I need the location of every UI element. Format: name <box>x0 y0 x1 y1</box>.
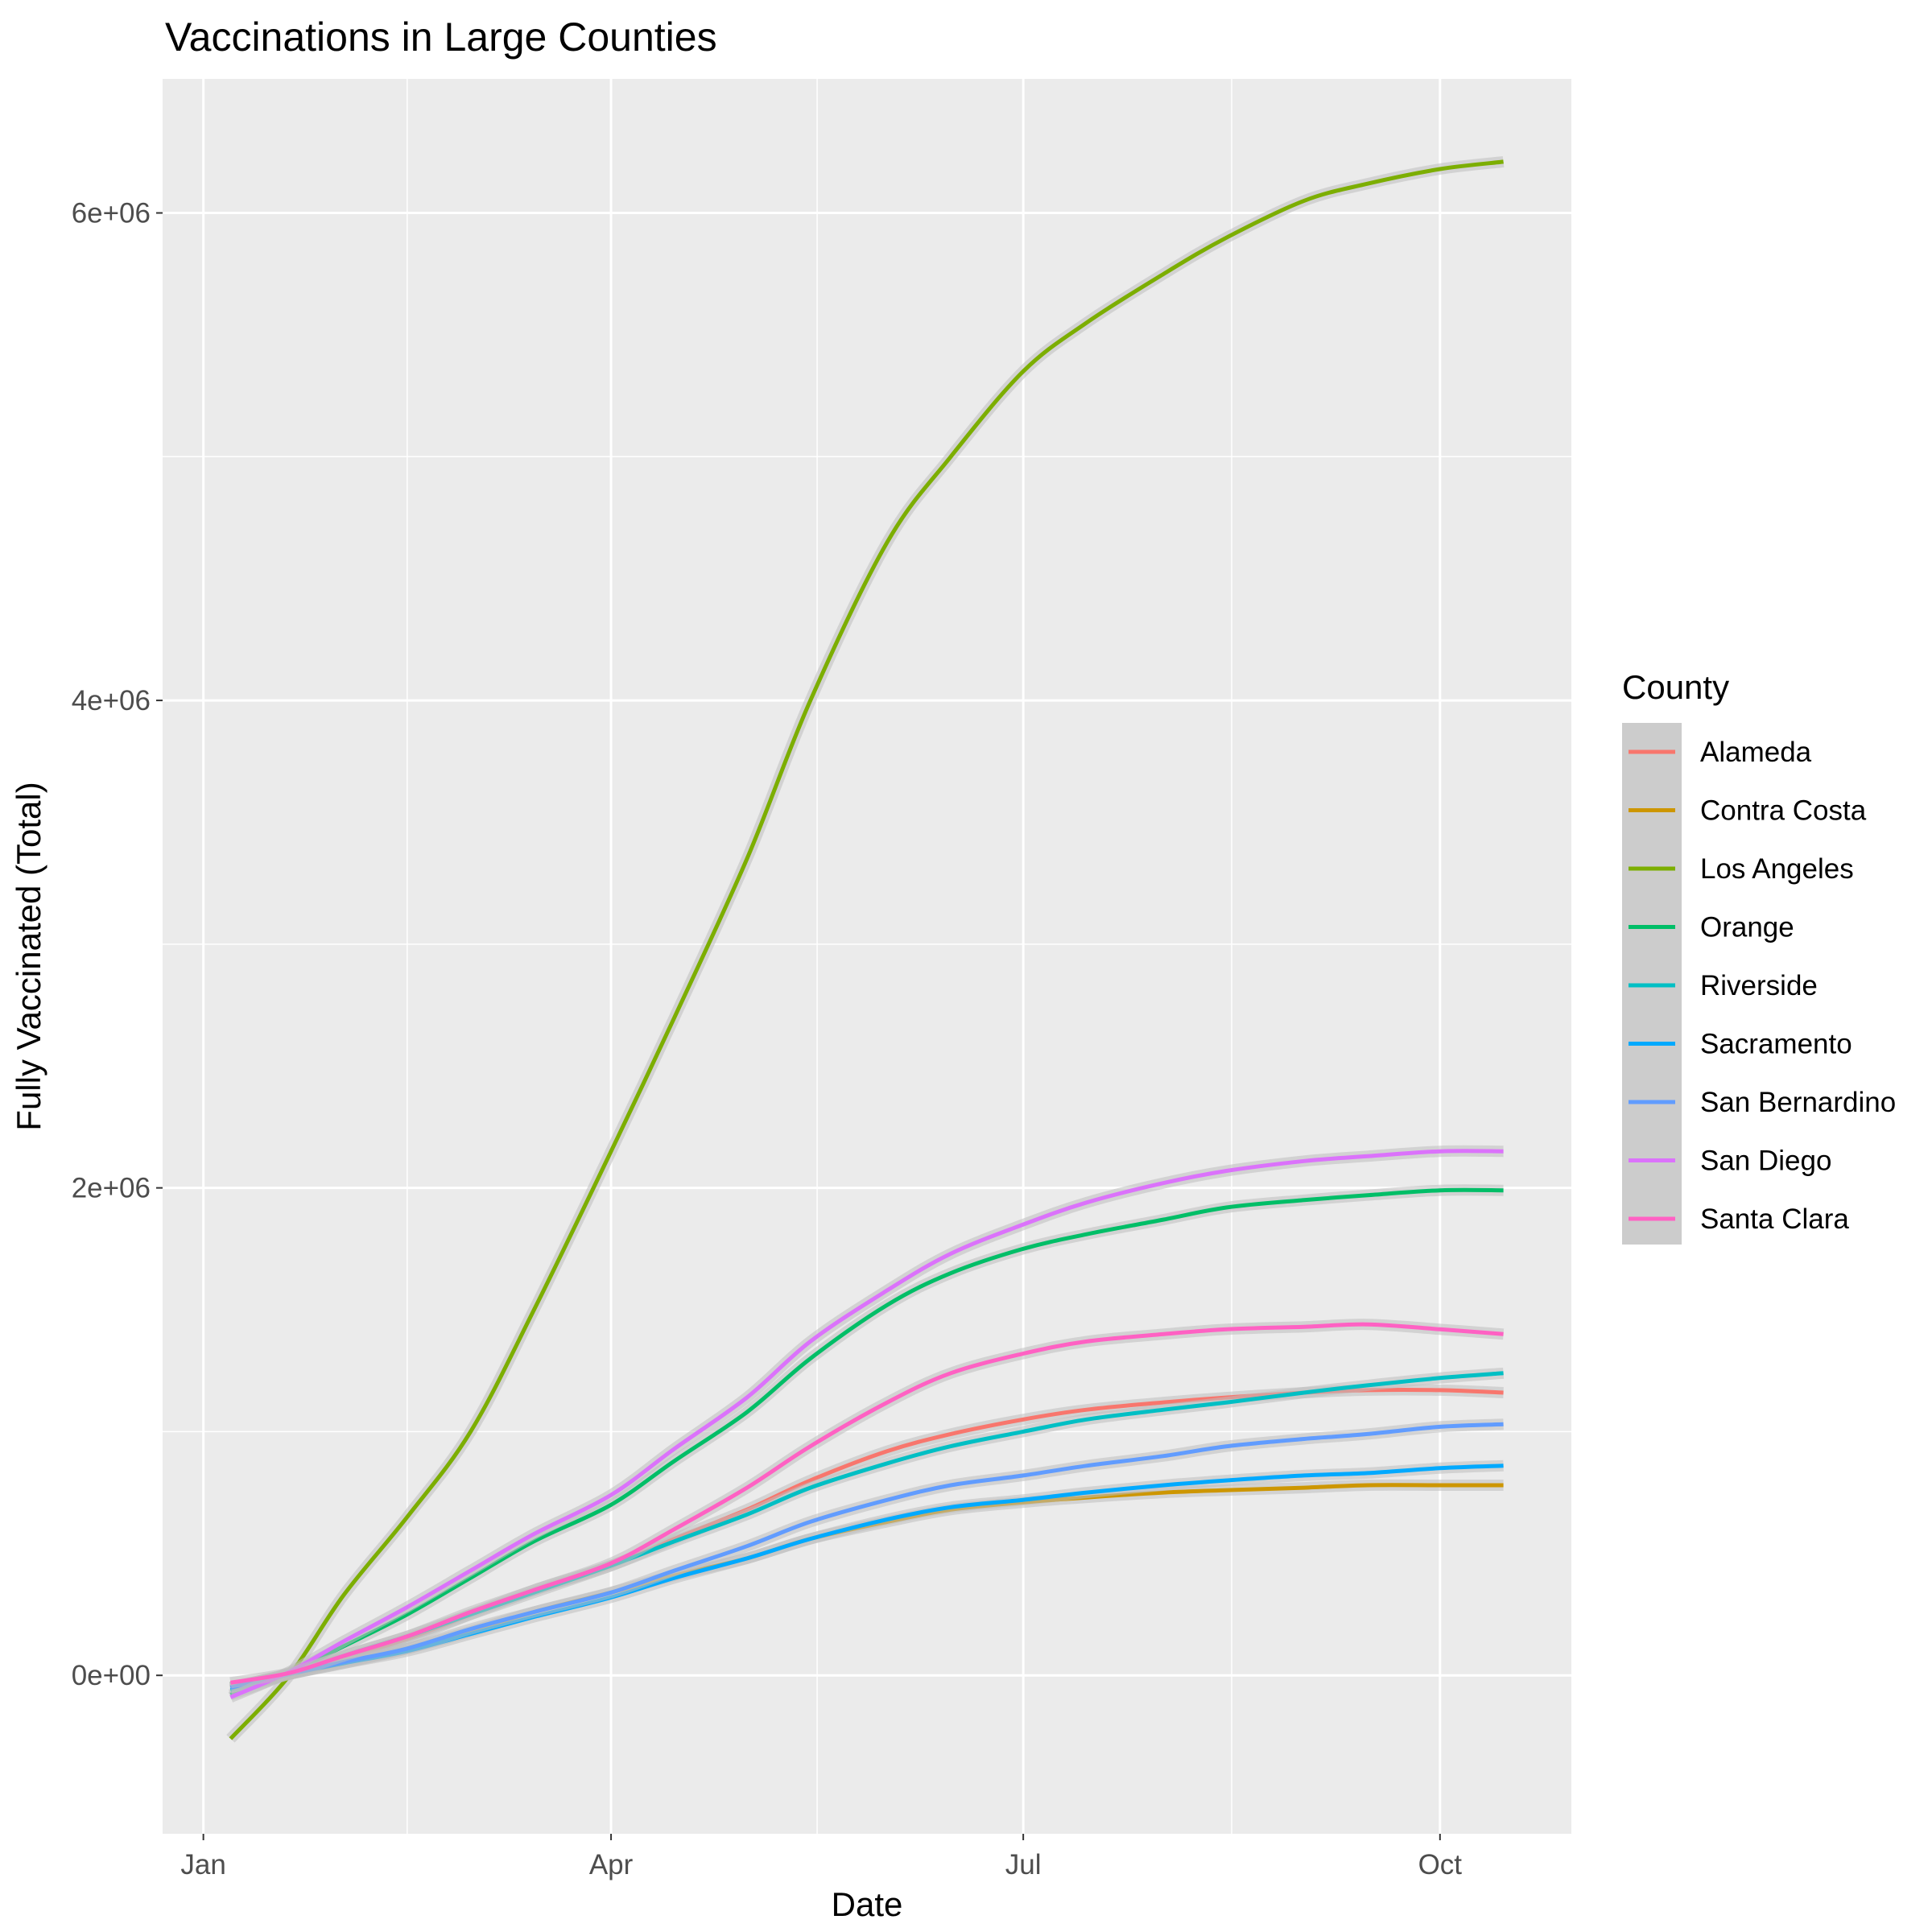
series-layer <box>226 155 1505 1743</box>
legend-label-orange: Orange <box>1700 912 1794 943</box>
x-axis-ticks: Jan Apr Jul Oct <box>180 1834 1462 1880</box>
legend-label-los-angeles: Los Angeles <box>1700 853 1854 885</box>
series-line-santa-clara <box>229 1322 1504 1685</box>
series-line-san-diego <box>229 1149 1504 1699</box>
legend-label-riverside: Riverside <box>1700 970 1818 1001</box>
legend-label-sacramento: Sacramento <box>1700 1029 1852 1060</box>
legend-title: County <box>1622 668 1729 706</box>
legend-label-santa-clara: Santa Clara <box>1700 1203 1849 1235</box>
chart-title: Vaccinations in Large Counties <box>165 14 717 60</box>
plot-panel <box>163 79 1571 1834</box>
x-axis-title: Date <box>832 1885 903 1923</box>
y-tick-label: 0e+00 <box>72 1660 151 1691</box>
legend: County Alameda Contra Costa Los Angeles Ora… <box>1622 668 1896 1245</box>
y-tick-label: 6e+06 <box>72 198 151 229</box>
series-line-san-bernardino <box>229 1422 1504 1690</box>
legend-label-alameda: Alameda <box>1700 737 1812 768</box>
x-tick-label: Apr <box>589 1849 634 1880</box>
y-tick-label: 4e+06 <box>72 685 151 716</box>
legend-label-san-bernardino: San Bernardino <box>1700 1087 1896 1118</box>
y-axis-ticks: 0e+00 2e+06 4e+06 6e+06 <box>72 198 163 1691</box>
y-axis-title: Fully Vaccinated (Total) <box>10 782 47 1130</box>
y-tick-label: 2e+06 <box>72 1173 151 1204</box>
series-line-los-angeles <box>229 159 1504 1740</box>
legend-items: Alameda Contra Costa Los Angeles Orange Rive… <box>1629 737 1896 1235</box>
x-tick-label: Jan <box>180 1849 225 1880</box>
series-line-orange <box>229 1187 1504 1697</box>
x-tick-label: Oct <box>1418 1849 1463 1880</box>
grid-major <box>163 79 1571 1834</box>
x-tick-label: Jul <box>1005 1849 1042 1880</box>
legend-label-san-diego: San Diego <box>1700 1146 1831 1177</box>
legend-label-contra-costa: Contra Costa <box>1700 795 1867 827</box>
